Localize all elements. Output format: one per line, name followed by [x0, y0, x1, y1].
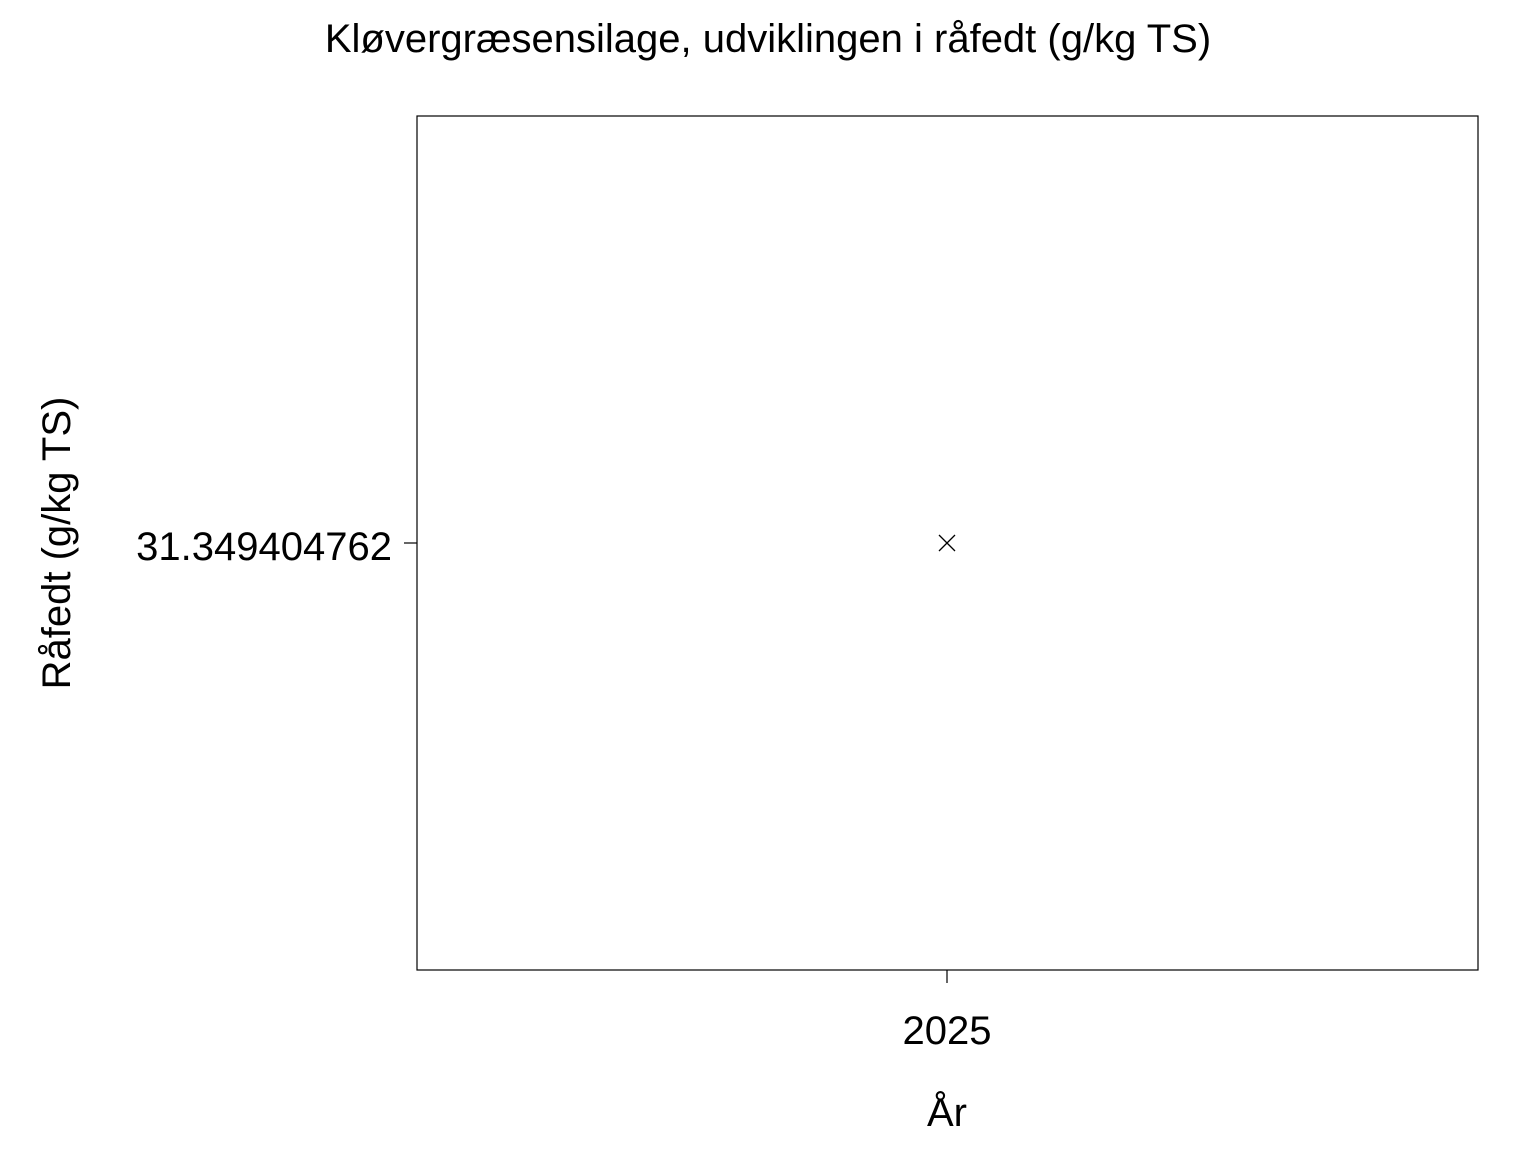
chart-title: Kløvergræsensilage, udviklingen i råfedt… — [325, 17, 1211, 61]
x-tick-label: 2025 — [903, 1009, 992, 1053]
y-tick-label: 31.349404762 — [136, 525, 392, 569]
y-axis-label: Råfedt (g/kg TS) — [35, 397, 79, 690]
data-point — [938, 534, 956, 552]
x-axis-label: År — [927, 1090, 967, 1135]
